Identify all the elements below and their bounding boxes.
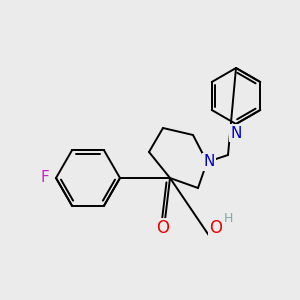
Text: F: F <box>40 170 50 185</box>
Text: O: O <box>157 219 169 237</box>
Text: H: H <box>223 212 233 226</box>
Text: O: O <box>209 219 223 237</box>
Text: N: N <box>230 125 242 140</box>
Text: N: N <box>203 154 215 169</box>
